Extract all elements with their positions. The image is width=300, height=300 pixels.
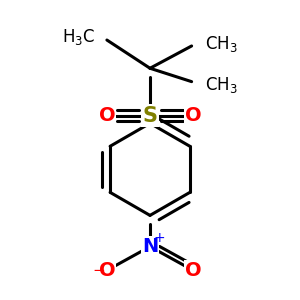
Text: O: O xyxy=(185,261,201,280)
Text: S: S xyxy=(142,106,158,126)
Text: −: − xyxy=(92,263,105,278)
Text: O: O xyxy=(185,106,201,125)
Text: H$_3$C: H$_3$C xyxy=(62,27,95,47)
Text: CH$_3$: CH$_3$ xyxy=(205,75,238,94)
Text: O: O xyxy=(99,106,115,125)
Text: CH$_3$: CH$_3$ xyxy=(205,34,238,55)
Text: +: + xyxy=(153,231,165,245)
Text: O: O xyxy=(99,261,115,280)
Text: N: N xyxy=(142,237,158,256)
